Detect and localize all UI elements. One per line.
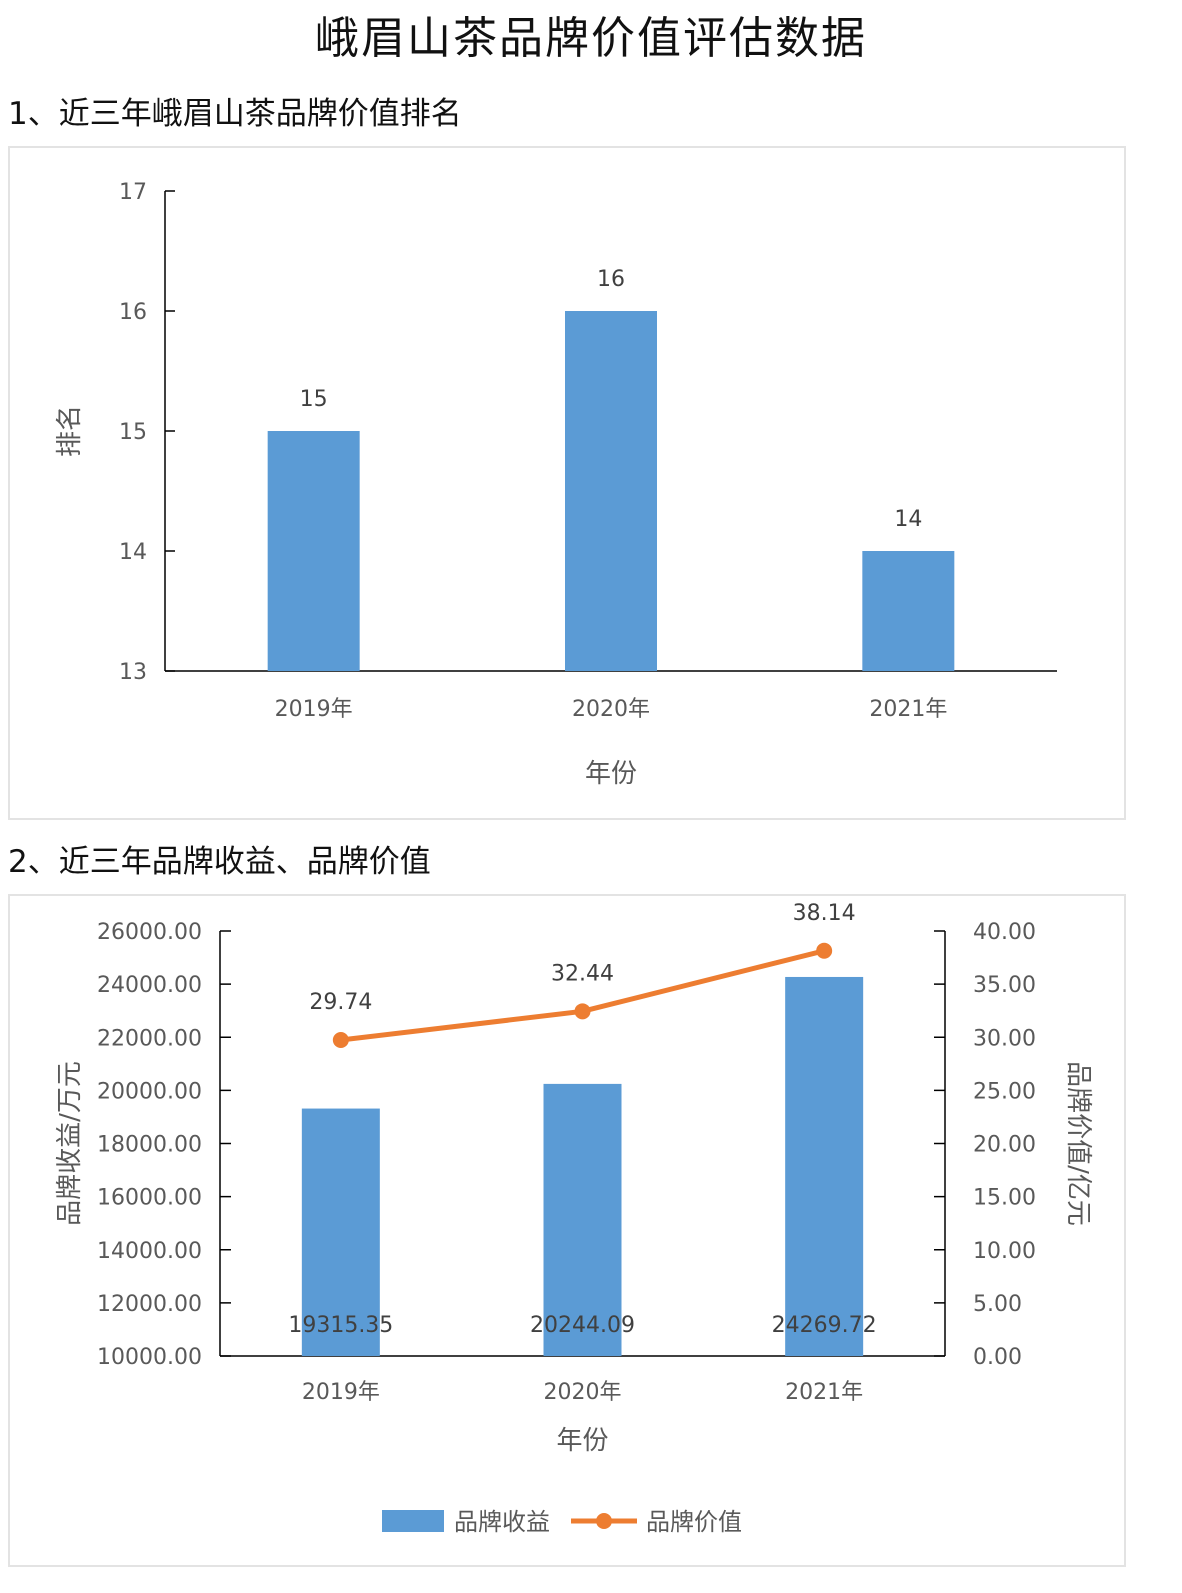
revenue-bar xyxy=(543,1083,622,1356)
x-tick-label: 2021年 xyxy=(785,1380,863,1405)
y-tick-label-left: 20000.00 xyxy=(97,1079,202,1104)
data-label: 16 xyxy=(597,267,625,292)
data-label: 14 xyxy=(894,507,922,532)
y-tick-label-left: 24000.00 xyxy=(97,973,202,998)
revenue-bar xyxy=(301,1108,380,1356)
y-axis-title-left: 品牌收益/万元 xyxy=(55,1061,85,1226)
y-tick-label-right: 15.00 xyxy=(973,1186,1036,1211)
y-tick-label-left: 18000.00 xyxy=(97,1133,202,1158)
y-tick-label: 16 xyxy=(119,300,147,325)
value-data-label: 38.14 xyxy=(793,901,856,926)
y-tick-label: 17 xyxy=(119,180,147,205)
y-tick-label-right: 30.00 xyxy=(973,1026,1036,1051)
y-tick-label-right: 0.00 xyxy=(973,1345,1022,1370)
bar xyxy=(267,431,360,671)
y-tick-label-left: 26000.00 xyxy=(97,920,202,945)
y-tick-label-right: 40.00 xyxy=(973,920,1036,945)
bar xyxy=(565,311,657,671)
revenue-data-label: 20244.09 xyxy=(530,1313,635,1338)
y-tick-label-right: 25.00 xyxy=(973,1079,1036,1104)
y-tick-label-right: 5.00 xyxy=(973,1292,1022,1317)
x-tick-label: 2020年 xyxy=(544,1380,622,1405)
y-tick-label-left: 10000.00 xyxy=(97,1345,202,1370)
section-heading-revenue-value: 2、近三年品牌收益、品牌价值 xyxy=(8,844,431,880)
revenue-bar xyxy=(785,976,864,1356)
x-axis-title: 年份 xyxy=(556,1426,608,1456)
revenue-value-chart-panel: 10000.00 12000.00 14000.00 16000.00 18000.00… xyxy=(8,894,1126,1567)
y-axis-title-right: 品牌价值/亿元 xyxy=(1063,1061,1093,1226)
value-data-label: 32.44 xyxy=(551,961,614,986)
y-tick-label-right: 35.00 xyxy=(973,973,1036,998)
value-data-label: 29.74 xyxy=(309,990,372,1015)
x-tick-label: 2019年 xyxy=(275,697,353,722)
x-tick-label: 2019年 xyxy=(302,1380,380,1405)
x-tick-label: 2020年 xyxy=(572,697,650,722)
data-label: 15 xyxy=(300,387,328,412)
legend-bar-label: 品牌收益 xyxy=(454,1508,550,1536)
y-tick-label: 14 xyxy=(119,540,147,565)
x-tick-label: 2021年 xyxy=(869,697,947,722)
y-tick-label-left: 14000.00 xyxy=(97,1239,202,1264)
y-tick-label-left: 22000.00 xyxy=(97,1026,202,1051)
y-tick-label-left: 16000.00 xyxy=(97,1186,202,1211)
legend-line-label: 品牌价值 xyxy=(646,1508,742,1536)
legend-bar-swatch xyxy=(382,1510,444,1532)
y-tick-label-left: 12000.00 xyxy=(97,1292,202,1317)
revenue-data-label: 19315.35 xyxy=(288,1313,393,1338)
bar xyxy=(862,551,955,671)
revenue-data-label: 24269.72 xyxy=(772,1313,877,1338)
value-point xyxy=(816,942,833,959)
page-title: 峨眉山茶品牌价值评估数据 xyxy=(315,13,867,64)
value-point xyxy=(332,1032,349,1049)
y-tick-label-right: 20.00 xyxy=(973,1133,1036,1158)
x-axis-title: 年份 xyxy=(585,759,637,789)
y-tick-label-right: 10.00 xyxy=(973,1239,1036,1264)
ranking-chart-panel: 13 14 15 16 17 15 2019年 16 2020年 14 2021年年份 排名 xyxy=(8,146,1126,820)
legend-line-marker xyxy=(596,1513,612,1529)
y-tick-label: 13 xyxy=(119,660,147,685)
y-axis-title: 排名 xyxy=(55,405,85,457)
y-tick-label: 15 xyxy=(119,420,147,445)
section-heading-ranking: 1、近三年峨眉山茶品牌价值排名 xyxy=(8,96,462,132)
value-point xyxy=(574,1003,591,1020)
revenue-value-combo-chart: 10000.00 12000.00 14000.00 16000.00 18000.00… xyxy=(55,901,1093,1536)
